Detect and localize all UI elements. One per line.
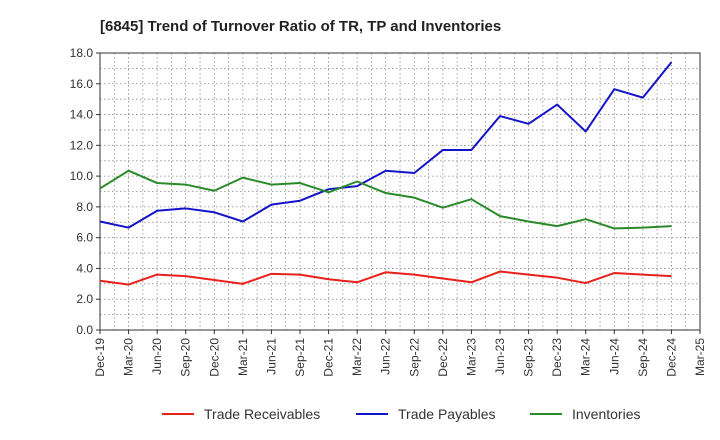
y-tick-labels: 0.0 2.0 4.0 6.0 8.0 10.0 12.0 14.0 16.0 18.0: [70, 46, 100, 337]
series-line-1: [99, 270, 672, 286]
x-tick-label: Mar-23: [464, 338, 478, 376]
x-tick-label: Dec-21: [322, 338, 336, 377]
y-tick-label: 12.0: [70, 138, 94, 152]
y-tick-label: 6.0: [76, 231, 93, 245]
x-tick-label: Dec-20: [207, 338, 221, 377]
x-tick-label: Sep-20: [179, 338, 193, 377]
x-tick-label: Dec-23: [550, 338, 564, 377]
y-tick-label: 8.0: [76, 200, 93, 214]
series-line-3: [99, 169, 672, 230]
legend-label: Trade Receivables: [204, 406, 320, 422]
y-tick-label: 0.0: [76, 323, 93, 337]
x-tick-label: Dec-24: [664, 338, 678, 377]
legend: Trade Receivables Trade Payables Inventori…: [162, 406, 640, 422]
x-tick-label: Jun-22: [379, 338, 393, 375]
x-tick-label: Dec-22: [436, 338, 450, 377]
x-tick-label: Jun-24: [607, 338, 621, 375]
series-layer: [99, 61, 673, 286]
y-tick-label: 2.0: [76, 292, 93, 306]
x-tick-label: Mar-20: [122, 338, 136, 376]
y-tick-label: 4.0: [76, 261, 93, 275]
series-line-2: [99, 61, 673, 229]
x-tick-label: Mar-21: [236, 338, 250, 376]
y-tick-label: 14.0: [70, 108, 94, 122]
x-tick-label: Jun-20: [150, 338, 164, 375]
x-tick-label: Sep-21: [293, 338, 307, 377]
x-tick-labels: Dec-19 Mar-20 Jun-20 Sep-20 Dec-20 Mar-21 Jun-…: [93, 330, 707, 377]
x-tick-label: Mar-24: [579, 338, 593, 376]
x-tick-label: Sep-24: [636, 338, 650, 377]
x-tick-label: Dec-19: [93, 338, 107, 377]
chart-title: [6845] Trend of Turnover Ratio of TR, TP…: [100, 18, 501, 35]
legend-label: Trade Payables: [398, 406, 496, 422]
y-tick-label: 18.0: [70, 46, 94, 60]
x-tick-label: Jun-21: [264, 338, 278, 375]
x-tick-label: Jun-23: [493, 338, 507, 375]
x-tick-label: Mar-25: [693, 338, 707, 376]
x-tick-label: Sep-23: [522, 338, 536, 377]
grid-layer: [100, 53, 700, 330]
legend-label: Inventories: [572, 406, 640, 422]
y-tick-label: 10.0: [70, 169, 94, 183]
x-tick-label: Mar-22: [350, 338, 364, 376]
plot-frame: [99, 52, 701, 331]
x-tick-label: Sep-22: [407, 338, 421, 377]
y-tick-label: 16.0: [70, 77, 94, 91]
